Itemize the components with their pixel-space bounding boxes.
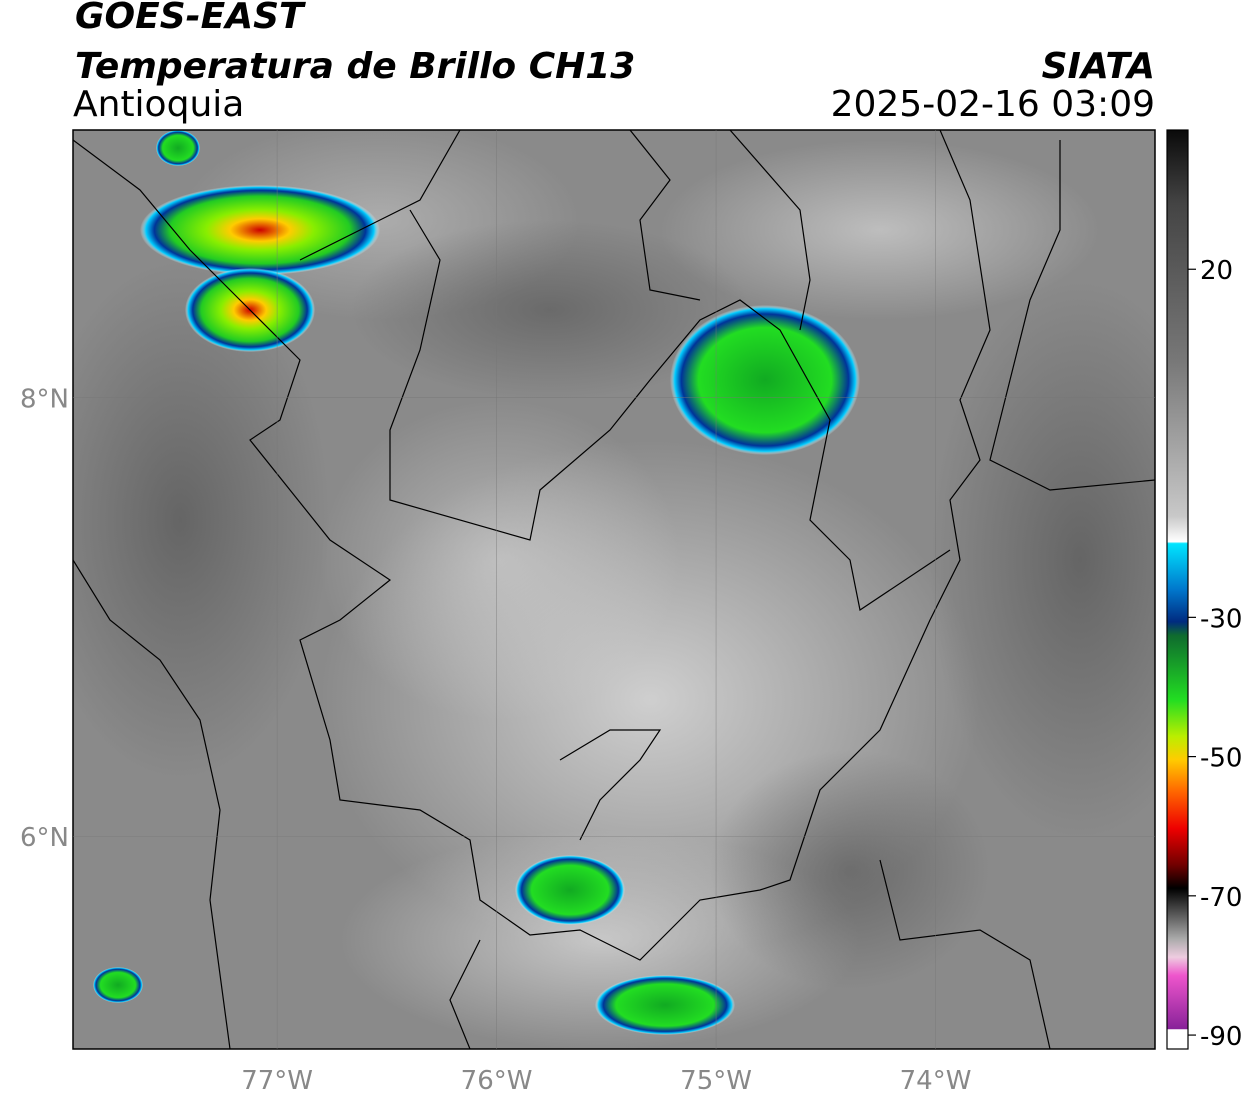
satellite-image (73, 130, 1155, 1049)
title-line1: GOES-EAST (75, 0, 306, 37)
colorbar-tick-label: -90 (1200, 1022, 1242, 1052)
map-frame (72, 129, 1156, 1050)
title: Temperatura de Brillo CH13 (75, 46, 635, 87)
colorbar-tick-label: -50 (1200, 744, 1242, 774)
datetime: 2025-02-16 03:09 (831, 84, 1155, 125)
y-tick-label: 8°N (20, 385, 69, 415)
x-tick-label: 74°W (900, 1066, 972, 1096)
x-tick-label: 76°W (461, 1066, 533, 1096)
x-tick-label: 77°W (241, 1066, 313, 1096)
colorbar (1166, 129, 1189, 1050)
colorbar-tick-label: -70 (1200, 883, 1242, 913)
y-tick-label: 6°N (20, 823, 69, 853)
x-tick-label: 75°W (680, 1066, 752, 1096)
source: SIATA (1042, 46, 1155, 87)
colorbar-tick-label: 20 (1200, 256, 1233, 286)
region: Antioquia (73, 84, 244, 125)
colorbar-tick-label: -30 (1200, 604, 1242, 634)
